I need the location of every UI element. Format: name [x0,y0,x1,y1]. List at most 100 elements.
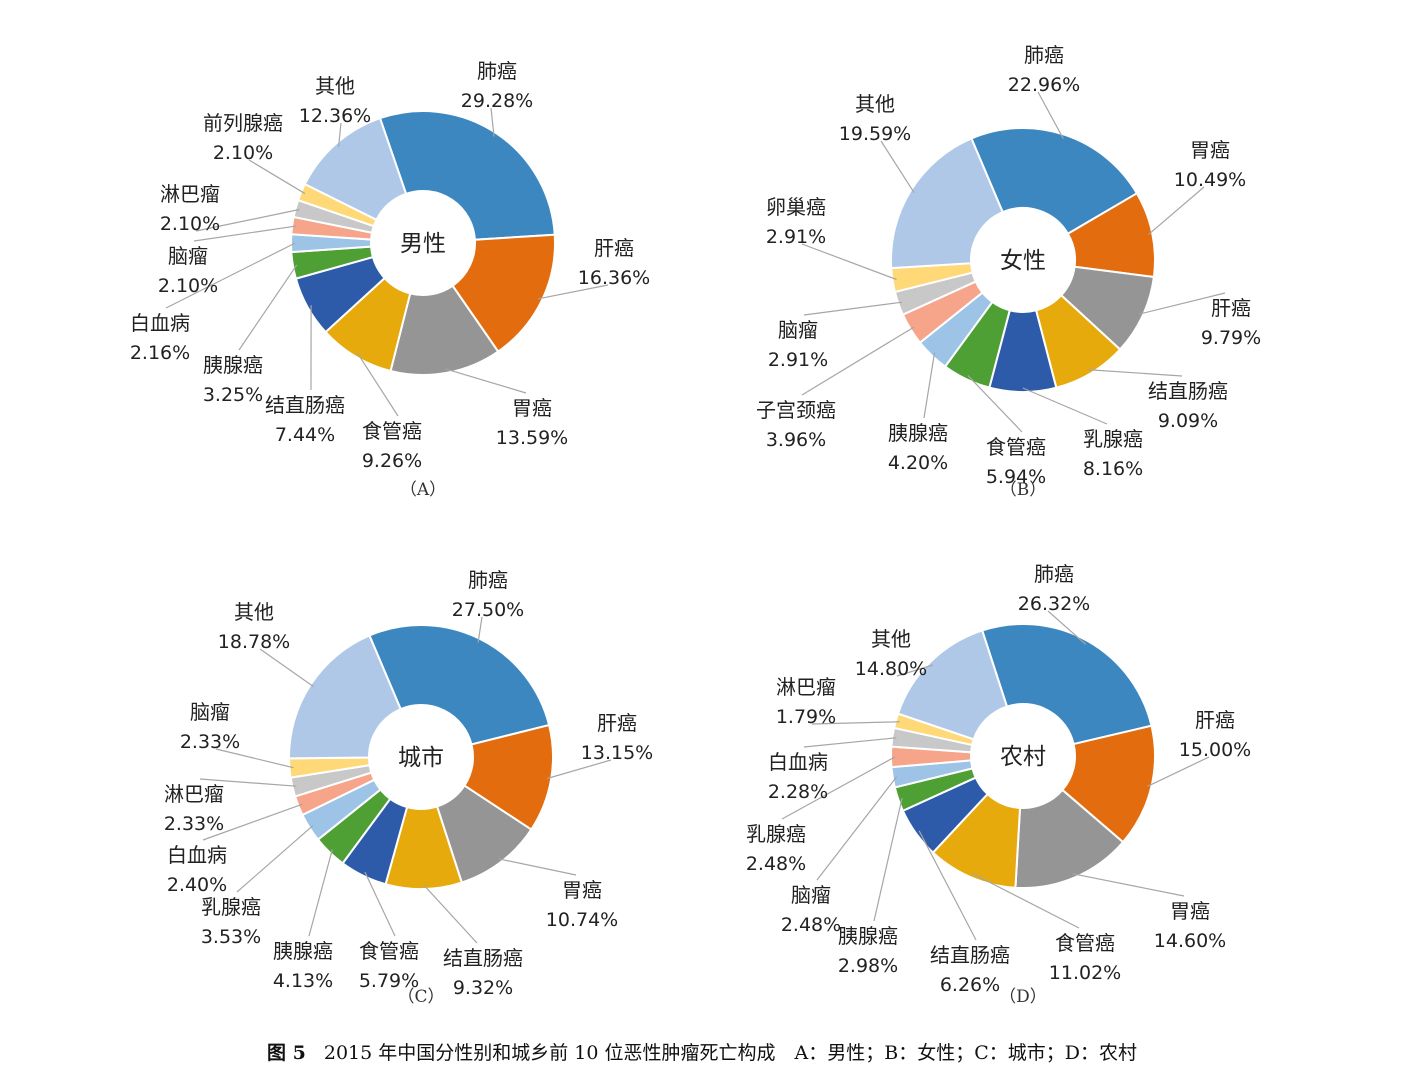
leader-line [364,871,396,937]
slice-label-name: 子宫颈癌 [756,398,836,422]
slice-胃癌 [1014,788,1125,889]
slice-label-name: 脑瘤 [168,244,208,268]
slice-label-percent: 9.26% [362,450,422,472]
slice-label-name: 淋巴瘤 [160,182,220,206]
leader-line [873,797,903,922]
slice-label-name: 卵巢癌 [766,195,826,219]
leader-line [193,225,297,242]
leader-line [356,352,399,417]
leader-line [781,756,896,820]
slice-label-percent: 10.74% [546,909,618,931]
leader-line [248,159,306,195]
slice-label-percent: 22.96% [1008,74,1080,96]
leader-line [547,759,612,780]
slice-label-name: 胰腺癌 [888,421,948,445]
slice-label-percent: 13.15% [581,742,653,764]
slice-label-name: 肝癌 [597,711,637,735]
slice-label-name: 肝癌 [1195,708,1235,732]
slice-label-percent: 18.78% [218,631,290,653]
slice-肺癌 [368,624,551,746]
leader-line [972,873,1080,929]
slice-label-name: 胰腺癌 [203,353,263,377]
slice-label-name: 脑瘤 [791,883,831,907]
slice-label-name: 食管癌 [362,419,422,443]
slice-label-percent: 2.10% [158,275,218,297]
leader-line [801,326,915,396]
slice-label-name: 淋巴瘤 [776,675,836,699]
slice-label-percent: 3.25% [203,384,263,406]
slice-label-name: 其他 [855,92,895,116]
donut-chart-2: 肺癌 22.96% 胃癌 10.49% 肝癌 9.79% 结直肠癌 9.09% 乳腺癌 8.16%… [756,43,1261,500]
slice-label-percent: 2.48% [746,853,806,875]
leader-line [923,352,936,419]
slice-肺癌 [378,110,556,241]
panel-label: （B） [1000,480,1047,500]
leader-line [538,284,609,300]
leader-line [236,825,314,893]
slice-label-percent: 4.20% [888,452,948,474]
slice-label-name: 胃癌 [1170,899,1210,923]
leader-line [803,301,903,316]
slice-label-percent: 5.79% [359,970,419,992]
slice-label-name: 前列腺癌 [203,111,283,135]
slice-label-name: 结直肠癌 [265,393,345,417]
slice-label-name: 其他 [315,74,355,98]
slice-label-name: 肺癌 [477,59,517,83]
leader-line [165,242,296,309]
leader-line [498,858,577,876]
leader-line [918,830,977,941]
slice-label-percent: 27.50% [452,599,524,621]
leader-line [803,737,897,748]
slice-label-name: 结直肠癌 [443,946,523,970]
leader-line [238,264,298,351]
slice-label-percent: 8.16% [1083,458,1143,480]
slice-label-percent: 2.28% [768,781,828,803]
slice-label-percent: 2.16% [130,342,190,364]
panel-label: （D） [999,987,1047,1007]
slice-label-name: 其他 [234,600,274,624]
donut-center-label: 男性 [400,231,446,257]
slice-label-name: 肺癌 [1024,43,1064,67]
figure-caption: 图 5 2015 年中国分性别和城乡前 10 位恶性肿瘤死亡构成 A：男性；B：女… [0,1038,1404,1065]
slice-label-name: 胰腺癌 [273,939,333,963]
leader-line [1037,91,1064,139]
slice-其他 [288,634,402,760]
slice-label-percent: 14.80% [855,658,927,680]
leader-line [199,778,297,787]
donut-center-label: 农村 [1000,744,1046,770]
slice-其他 [303,116,408,222]
slice-其他 [896,629,1009,741]
leader-line [308,849,333,937]
leader-line [880,140,915,193]
leader-line [1072,873,1185,897]
slice-label-name: 淋巴瘤 [164,782,224,806]
panel-label: （C） [397,987,444,1007]
leader-line [1148,186,1205,236]
slice-label-name: 其他 [871,627,911,651]
slice-label-percent: 9.32% [453,977,513,999]
leader-line [1147,756,1210,787]
slice-label-name: 食管癌 [986,435,1046,459]
slice-label-name: 食管癌 [359,939,419,963]
figure-number: 图 5 [267,1042,306,1064]
slice-label-name: 胰腺癌 [838,924,898,948]
leader-line [338,122,342,147]
leader-line [967,375,1023,433]
slice-label-percent: 4.13% [273,970,333,992]
slice-label-percent: 2.98% [838,955,898,977]
donut-chart-1: 肺癌 29.28% 肝癌 16.36% 胃癌 13.59% 食管癌 9.26% 结直肠癌 7.44… [130,59,650,500]
slice-label-name: 白血病 [167,843,227,867]
slice-label-percent: 2.10% [213,142,273,164]
leader-line [1022,387,1108,425]
slice-label-name: 肺癌 [468,568,508,592]
slice-label-percent: 7.44% [275,424,335,446]
slice-label-name: 肺癌 [1034,562,1074,586]
leader-line [816,776,898,881]
slice-label-percent: 2.40% [167,874,227,896]
slice-label-percent: 2.10% [160,213,220,235]
leader-line [195,208,300,232]
slice-label-name: 结直肠癌 [930,943,1010,967]
slice-label-percent: 12.36% [299,105,371,127]
slice-label-percent: 16.36% [578,267,650,289]
